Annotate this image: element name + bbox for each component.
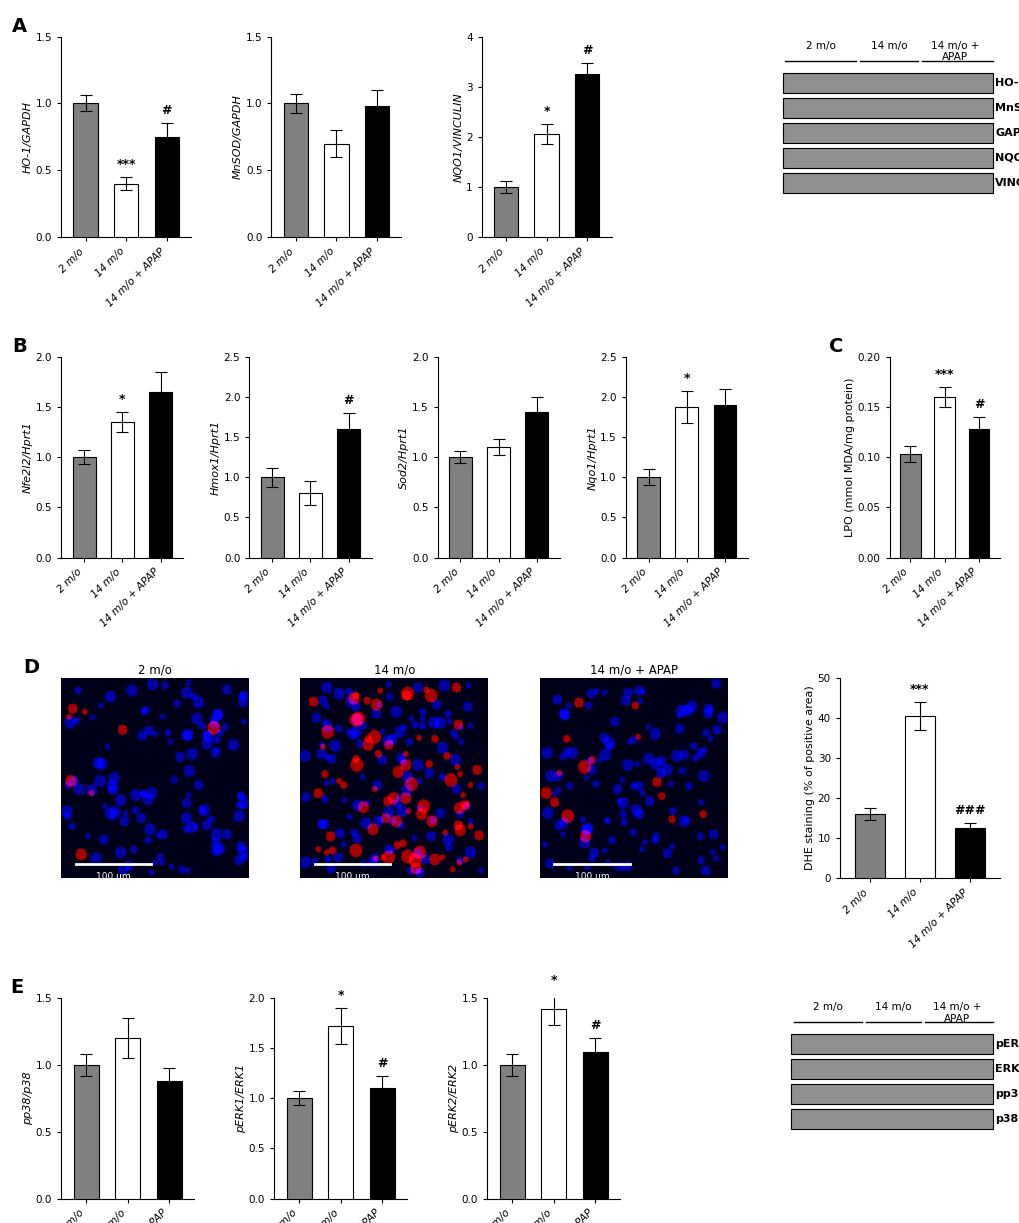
Y-axis label: Hmox1/Hprt1: Hmox1/Hprt1 <box>211 419 221 495</box>
Text: #: # <box>582 44 592 57</box>
Bar <box>72 457 96 558</box>
Title: 14 m/o + APAP: 14 m/o + APAP <box>589 664 677 676</box>
Y-axis label: LPO (mmol MDA/mg protein): LPO (mmol MDA/mg protein) <box>844 378 854 537</box>
Bar <box>487 448 510 558</box>
Text: D: D <box>23 658 40 676</box>
Title: 14 m/o: 14 m/o <box>373 664 415 676</box>
Bar <box>582 1052 607 1199</box>
Text: MnSOD: MnSOD <box>995 103 1019 113</box>
Bar <box>968 429 988 558</box>
Bar <box>904 715 933 878</box>
Bar <box>525 412 548 558</box>
Y-axis label: NQO1/VINCULIN: NQO1/VINCULIN <box>452 92 463 182</box>
Text: C: C <box>828 338 843 356</box>
FancyBboxPatch shape <box>783 122 993 143</box>
Bar <box>261 477 283 558</box>
Text: ***: *** <box>934 368 954 382</box>
Bar <box>283 104 308 237</box>
Bar <box>286 1098 311 1199</box>
Bar <box>499 1065 524 1199</box>
FancyBboxPatch shape <box>783 72 993 93</box>
Bar <box>149 393 172 558</box>
Y-axis label: MnSOD/GAPDH: MnSOD/GAPDH <box>232 94 243 180</box>
Text: 100 μm: 100 μm <box>574 872 608 881</box>
Bar <box>157 1081 181 1199</box>
FancyBboxPatch shape <box>791 1059 993 1080</box>
Bar <box>114 183 139 237</box>
Bar <box>115 1038 140 1199</box>
Title: 2 m/o: 2 m/o <box>139 664 172 676</box>
Text: *: * <box>543 105 549 119</box>
Y-axis label: DHE staining (% of positive area): DHE staining (% of positive area) <box>804 686 814 871</box>
Text: E: E <box>11 978 24 997</box>
Bar <box>534 135 558 237</box>
Text: #: # <box>161 104 172 117</box>
Text: 100 μm: 100 μm <box>335 872 370 881</box>
FancyBboxPatch shape <box>783 172 993 193</box>
Y-axis label: pp38/p38: pp38/p38 <box>22 1071 33 1125</box>
Bar <box>713 405 736 558</box>
Bar <box>73 104 98 237</box>
Y-axis label: Nqo1/Hprt1: Nqo1/Hprt1 <box>587 424 597 489</box>
Text: 14 m/o +
APAP: 14 m/o + APAP <box>932 1002 980 1024</box>
Bar <box>369 1088 394 1199</box>
Text: HO-1: HO-1 <box>995 78 1019 88</box>
Bar <box>854 815 883 878</box>
FancyBboxPatch shape <box>791 1035 993 1054</box>
Text: *: * <box>683 372 690 385</box>
Text: VINCULIN: VINCULIN <box>995 177 1019 188</box>
Bar <box>575 75 599 237</box>
Y-axis label: pERK2/ERK2: pERK2/ERK2 <box>448 1064 459 1132</box>
Text: B: B <box>12 338 28 356</box>
Bar <box>299 493 322 558</box>
Bar <box>328 1026 353 1199</box>
Text: pp38: pp38 <box>995 1090 1019 1099</box>
Text: 2 m/o: 2 m/o <box>812 1002 842 1013</box>
Bar <box>933 397 954 558</box>
Text: ***: *** <box>909 682 928 696</box>
Bar <box>899 455 919 558</box>
Y-axis label: HO-1/GAPDH: HO-1/GAPDH <box>22 100 33 172</box>
Y-axis label: pERK1/ERK1: pERK1/ERK1 <box>235 1064 246 1132</box>
Text: ###: ### <box>953 805 984 817</box>
Bar <box>111 422 133 558</box>
Text: *: * <box>550 974 556 987</box>
Text: 14 m/o: 14 m/o <box>870 40 907 50</box>
Y-axis label: Sod2/Hprt1: Sod2/Hprt1 <box>398 426 409 489</box>
Bar <box>155 137 178 237</box>
Bar <box>541 1009 566 1199</box>
Text: pERK1/2: pERK1/2 <box>995 1040 1019 1049</box>
FancyBboxPatch shape <box>791 1109 993 1129</box>
Text: ERK1/2: ERK1/2 <box>995 1064 1019 1074</box>
Bar <box>637 477 659 558</box>
Bar <box>954 828 983 878</box>
Y-axis label: Nfe2l2/Hprt1: Nfe2l2/Hprt1 <box>22 422 33 493</box>
Text: 14 m/o: 14 m/o <box>874 1002 911 1013</box>
Text: A: A <box>12 17 26 35</box>
Text: 2 m/o: 2 m/o <box>805 40 835 50</box>
FancyBboxPatch shape <box>783 98 993 117</box>
Bar <box>324 143 348 237</box>
Bar <box>73 1065 99 1199</box>
Bar <box>365 106 389 237</box>
Text: #: # <box>589 1019 600 1032</box>
Text: *: * <box>337 989 343 1002</box>
Text: #: # <box>973 399 983 411</box>
Bar <box>337 429 360 558</box>
Text: #: # <box>376 1058 387 1070</box>
Bar <box>675 407 698 558</box>
Bar <box>448 457 472 558</box>
Text: ***: *** <box>116 158 136 171</box>
Bar <box>493 187 518 237</box>
Text: *: * <box>119 394 125 406</box>
FancyBboxPatch shape <box>791 1085 993 1104</box>
Text: GAPDH: GAPDH <box>995 128 1019 138</box>
Text: NQO1: NQO1 <box>995 153 1019 163</box>
Text: #: # <box>343 394 354 407</box>
Text: 100 μm: 100 μm <box>96 872 130 881</box>
Text: 14 m/o +
APAP: 14 m/o + APAP <box>930 40 978 62</box>
FancyBboxPatch shape <box>783 148 993 168</box>
Text: p38: p38 <box>995 1114 1018 1124</box>
